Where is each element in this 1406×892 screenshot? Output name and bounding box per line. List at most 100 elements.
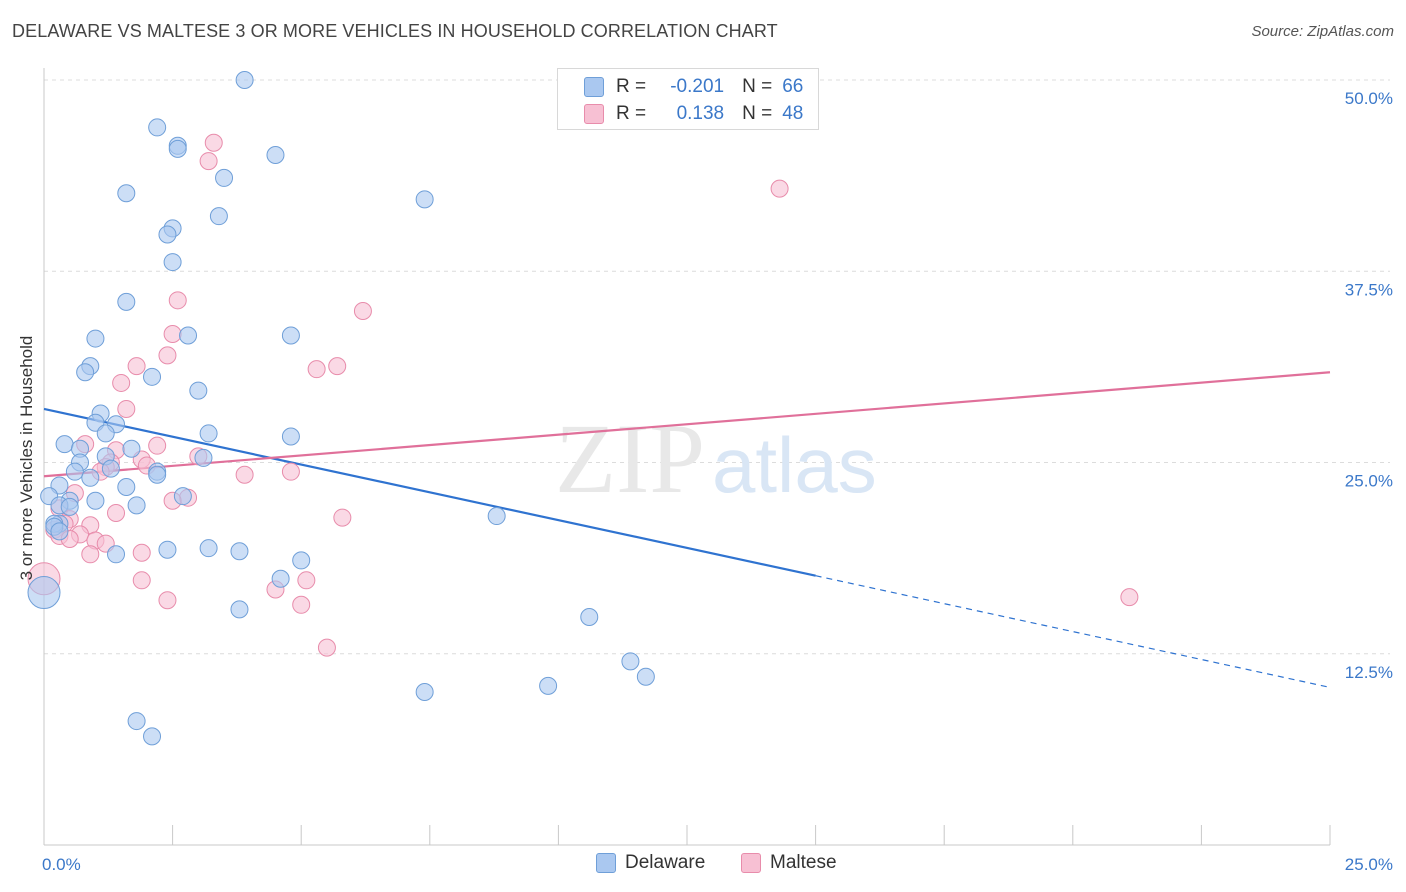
y-tick-label: 50.0% <box>1345 89 1393 108</box>
delaware-point <box>158 225 177 244</box>
delaware-point <box>158 540 177 559</box>
delaware-point <box>96 424 115 443</box>
maltese-point <box>117 399 136 418</box>
stats-legend: R = -0.201 N = 66 R = 0.138 N = 48 <box>557 68 819 130</box>
delaware-point <box>636 667 655 686</box>
data-points <box>27 71 1139 746</box>
delaware-point <box>117 477 136 496</box>
n-value: 48 <box>782 103 804 124</box>
delaware-point <box>107 545 126 564</box>
delaware-point <box>143 367 162 386</box>
maltese-point <box>107 503 126 522</box>
delaware-point <box>271 569 290 588</box>
maltese-point <box>132 543 151 562</box>
maltese-point <box>163 324 182 343</box>
delaware-point <box>117 292 136 311</box>
delaware-point <box>539 676 558 695</box>
delaware-point <box>235 71 254 89</box>
delaware-point <box>148 465 167 484</box>
maltese-swatch <box>741 853 761 873</box>
n-label: N = <box>742 103 773 124</box>
maltese-point <box>353 302 372 321</box>
r-value: -0.201 <box>670 76 725 97</box>
watermark-atlas: atlas <box>712 421 877 509</box>
y-tick-label: 12.5% <box>1345 663 1393 682</box>
maltese-point <box>158 591 177 610</box>
maltese-point <box>132 571 151 590</box>
maltese-point <box>328 357 347 376</box>
delaware-point <box>173 487 192 506</box>
delaware-point <box>127 496 146 515</box>
maltese-point <box>770 179 789 198</box>
trend-lines <box>43 371 1331 688</box>
delaware-point <box>163 253 182 272</box>
delaware-point <box>230 600 249 619</box>
watermark: ZIP atlas <box>555 403 877 514</box>
axes <box>43 68 1331 846</box>
source-credit: Source: ZipAtlas.com <box>1251 23 1394 40</box>
delaware-point <box>281 427 300 446</box>
maltese-point <box>204 133 223 152</box>
maltese-point <box>112 373 131 392</box>
r-label: R = <box>616 103 647 124</box>
delaware-point <box>81 468 100 487</box>
legend-label: Delaware <box>625 852 706 873</box>
legend-label: Maltese <box>770 852 837 873</box>
delaware-point <box>101 459 120 478</box>
delaware-point <box>122 439 141 458</box>
legend-item-delaware[interactable]: Delaware <box>596 852 705 874</box>
watermark-zip: ZIP <box>555 403 705 514</box>
delaware-swatch <box>584 77 604 97</box>
tick-labels: 12.5% 25.0% 37.5% 50.0% 0.0% 25.0% <box>42 89 1393 874</box>
delaware-point <box>415 683 434 701</box>
x-tick-label: 25.0% <box>1345 855 1393 874</box>
maltese-point <box>307 360 326 379</box>
delaware-point <box>86 491 105 510</box>
delaware-point <box>194 448 213 467</box>
maltese-point <box>317 638 336 657</box>
maltese-point <box>168 291 187 310</box>
delaware-point <box>209 207 228 226</box>
delaware-point <box>76 363 95 382</box>
maltese-point <box>199 152 218 171</box>
x-tick-label: 0.0% <box>42 855 81 874</box>
n-value: 66 <box>782 76 804 97</box>
chart-title: DELAWARE VS MALTESE 3 OR MORE VEHICLES I… <box>12 21 778 41</box>
delaware-point <box>199 424 218 443</box>
n-label: N = <box>742 76 773 97</box>
stats-row-delaware: R = -0.201 N = 66 <box>584 74 803 100</box>
maltese-point <box>1120 588 1139 607</box>
delaware-point <box>266 145 285 164</box>
delaware-point <box>65 462 84 481</box>
delaware-point <box>86 329 105 348</box>
grid-lines <box>44 79 1390 655</box>
delaware-point <box>215 168 234 187</box>
maltese-point <box>158 346 177 365</box>
delaware-point <box>292 551 311 570</box>
maltese-trend-line <box>43 371 1331 478</box>
maltese-swatch <box>584 104 604 124</box>
delaware-point <box>580 608 599 627</box>
delaware-point <box>621 652 640 671</box>
delaware-point <box>487 507 506 526</box>
r-value: 0.138 <box>676 103 725 124</box>
legend-item-maltese[interactable]: Maltese <box>741 852 837 874</box>
delaware-point <box>127 712 146 731</box>
delaware-point <box>60 497 79 516</box>
delaware-point <box>199 539 218 558</box>
delaware-point <box>148 118 167 137</box>
maltese-point <box>127 357 146 376</box>
stats-row-maltese: R = 0.138 N = 48 <box>584 101 803 127</box>
delaware-point <box>117 184 136 203</box>
y-tick-label: 37.5% <box>1345 280 1393 299</box>
delaware-point <box>50 522 69 541</box>
delaware-point <box>230 542 249 561</box>
maltese-point <box>235 465 254 484</box>
bottom-legend: Delaware Maltese <box>0 852 1406 878</box>
delaware-point <box>168 139 187 158</box>
delaware-point <box>415 190 434 209</box>
maltese-point <box>148 436 167 455</box>
delaware-point <box>143 727 162 746</box>
delaware-point <box>179 326 198 345</box>
